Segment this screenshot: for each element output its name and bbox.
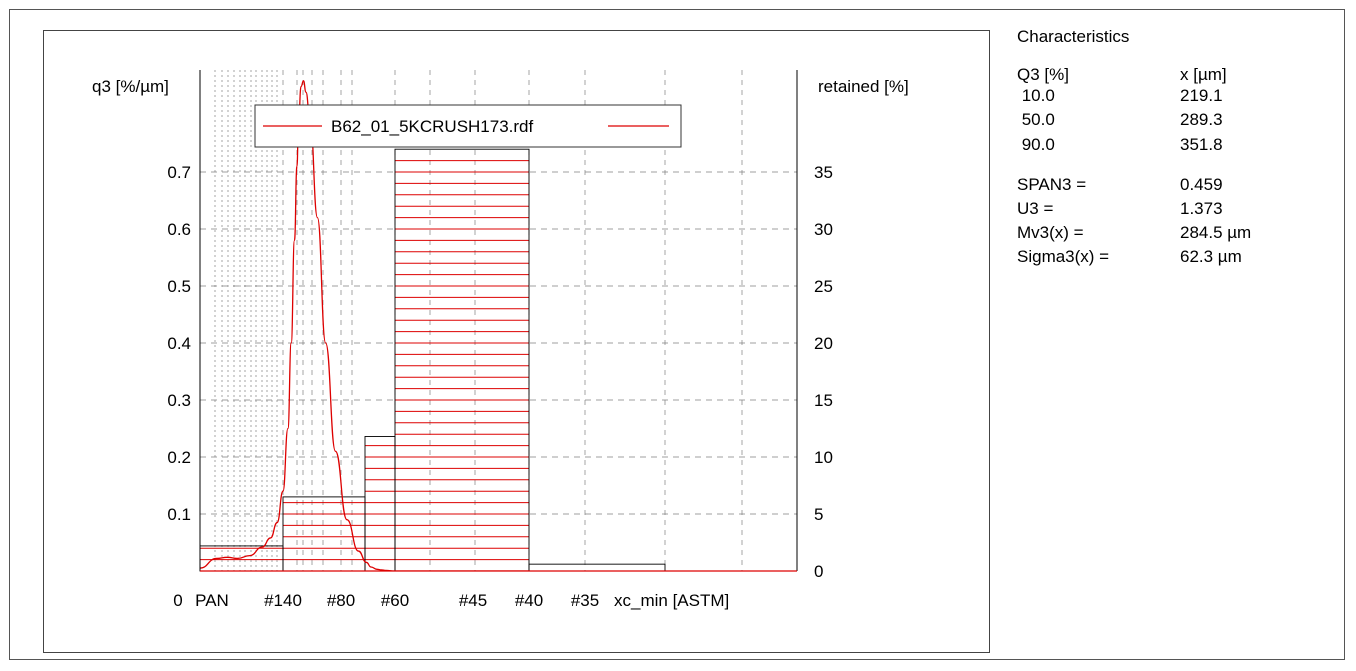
y-right-tick-label: 30 (814, 220, 833, 239)
x-tick-label: #45 (459, 591, 487, 610)
y-right-tick-label: 20 (814, 334, 833, 353)
stat-row: SPAN3 = 0.459 (1017, 176, 1337, 196)
legend-series-label: B62_01_5KCRUSH173.rdf (331, 117, 534, 136)
stat-row: Sigma3(x) = 62.3 µm (1017, 248, 1337, 268)
outer-frame (9, 9, 1345, 660)
y-left-tick-label: 0.7 (167, 163, 191, 182)
y-left-tick-label: 0.1 (167, 505, 191, 524)
y-left-tick-label: 0.6 (167, 220, 191, 239)
y-left-tick-label: 0.2 (167, 448, 191, 467)
quantile-value: 289.3 (1180, 110, 1223, 129)
characteristics-header: Q3 [%] x [µm] (1017, 66, 1337, 86)
x-tick-label: #40 (515, 591, 543, 610)
stat-label: U3 = (1017, 199, 1054, 218)
axes (199, 70, 798, 572)
y-right-tick-label: 35 (814, 163, 833, 182)
stat-value: 62.3 µm (1180, 247, 1242, 266)
stat-row: Mv3(x) = 284.5 µm (1017, 224, 1337, 244)
density-curve-layer (200, 80, 529, 571)
characteristics-title: Characteristics (1017, 27, 1130, 46)
histogram-bar (528, 563, 666, 572)
x-tick-label: 0 (173, 591, 182, 610)
y-right-tick-label: 10 (814, 448, 833, 467)
y-right-tick-label: 15 (814, 391, 833, 410)
histogram-bars (199, 148, 666, 572)
quantile-label: 50.0 (1017, 110, 1055, 129)
y-left-tick-label: 0.5 (167, 277, 191, 296)
x-tick-label: PAN (195, 591, 229, 610)
quantile-label: 10.0 (1017, 86, 1055, 105)
y-left-tick-label: 0.3 (167, 391, 191, 410)
legend: B62_01_5KCRUSH173.rdf (254, 104, 682, 148)
tick-labels: 0.1 0.2 0.3 0.4 0.5 0.6 0.7 0 5 10 15 20 25 30 35 0 PAN #… (167, 163, 833, 610)
density-curve (200, 80, 529, 571)
quantile-value: 351.8 (1180, 135, 1223, 154)
stat-label: SPAN3 = (1017, 175, 1087, 194)
quantile-label: 90.0 (1017, 135, 1055, 154)
stat-value: 284.5 µm (1180, 223, 1252, 242)
quantile-value: 219.1 (1180, 86, 1223, 105)
y-right-tick-label: 25 (814, 277, 833, 296)
histogram-bar (394, 148, 530, 572)
size-header: x [µm] (1180, 65, 1227, 84)
chart-frame (43, 30, 990, 653)
y-left-axis-label: q3 [%/µm] (92, 77, 169, 96)
y-right-tick-label: 5 (814, 505, 823, 524)
x-axis-label: xc_min [ASTM] (614, 591, 729, 610)
stat-value: 0.459 (1180, 175, 1223, 194)
x-tick-label: #60 (381, 591, 409, 610)
x-tick-label: #35 (571, 591, 599, 610)
stat-label: Mv3(x) = (1017, 223, 1084, 242)
particle-size-chart: 0.1 0.2 0.3 0.4 0.5 0.6 0.7 0 5 10 15 20 25 30 35 0 PAN #… (92, 70, 909, 610)
histogram-hatching (200, 160, 529, 561)
quantile-row: 90.0 351.8 (1017, 136, 1337, 156)
stat-row: U3 = 1.373 (1017, 200, 1337, 220)
stat-value: 1.373 (1180, 199, 1223, 218)
y-right-tick-label: 0 (814, 562, 823, 581)
x-tick-label: #140 (264, 591, 302, 610)
y-right-axis-label: retained [%] (818, 77, 909, 96)
quantile-row: 10.0 219.1 (1017, 87, 1337, 107)
quantile-header: Q3 [%] (1017, 65, 1069, 84)
stat-label: Sigma3(x) = (1017, 247, 1110, 266)
quantile-row: 50.0 289.3 (1017, 111, 1337, 131)
y-left-tick-label: 0.4 (167, 334, 191, 353)
x-tick-label: #80 (327, 591, 355, 610)
